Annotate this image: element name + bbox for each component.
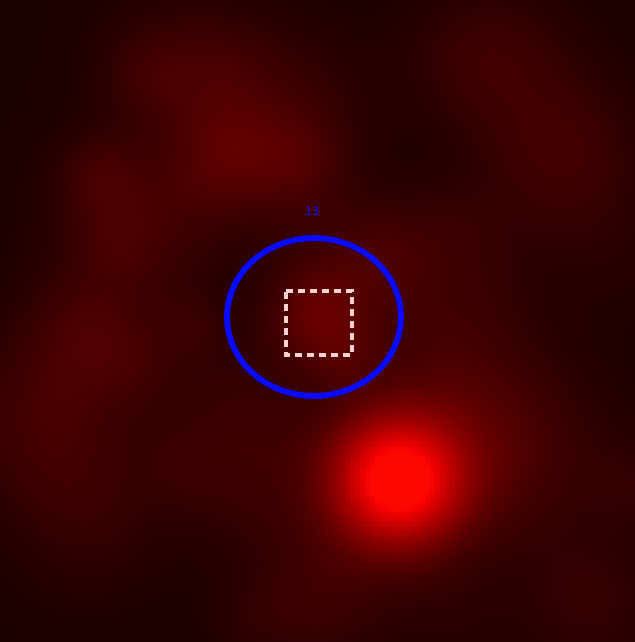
aperture-box-marker	[284, 289, 354, 357]
source-ellipse-marker	[224, 235, 404, 399]
source-id-label: 13	[305, 205, 319, 218]
